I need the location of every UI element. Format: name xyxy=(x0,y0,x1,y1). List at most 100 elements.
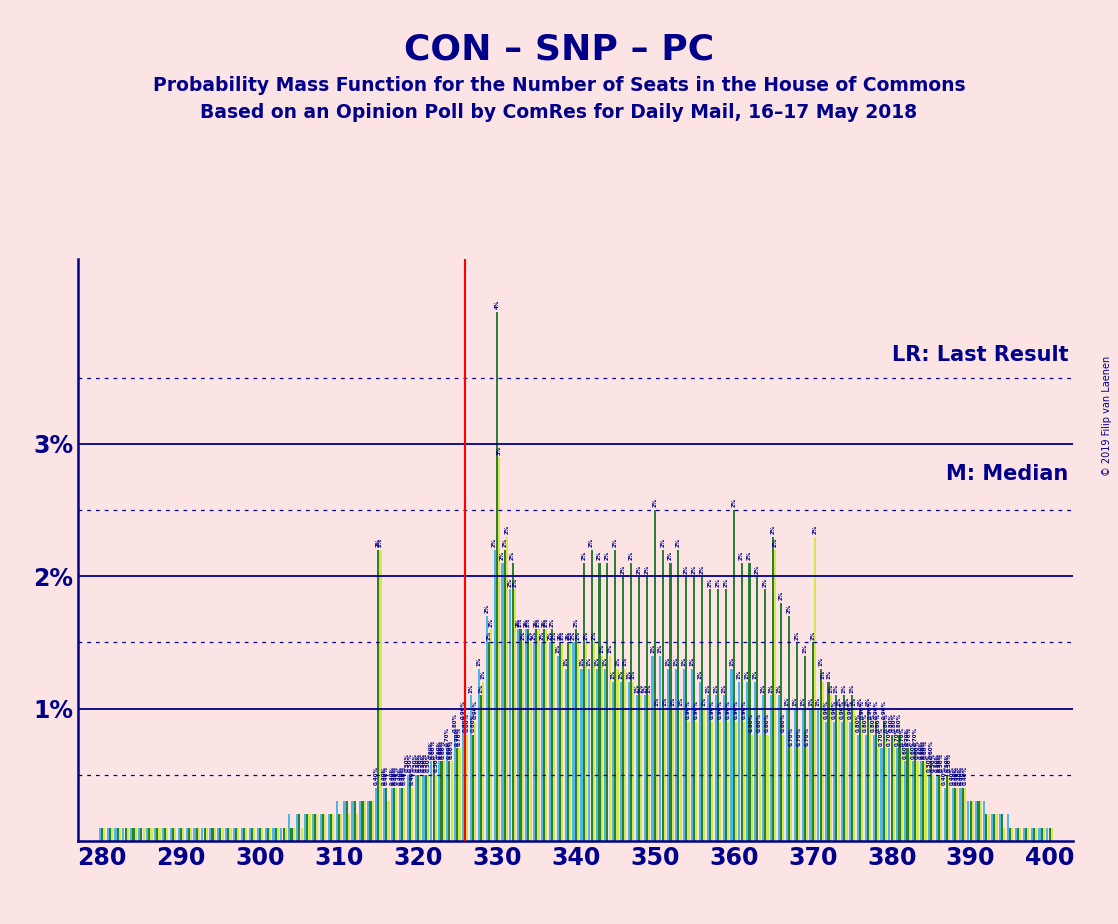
Text: 1%: 1% xyxy=(654,697,660,706)
Text: 1%: 1% xyxy=(634,684,639,693)
Bar xyxy=(925,761,927,841)
Bar xyxy=(178,828,180,841)
Bar xyxy=(106,828,108,841)
Bar xyxy=(525,629,528,841)
Bar xyxy=(245,828,247,841)
Bar xyxy=(636,695,637,841)
Text: M: Median: M: Median xyxy=(946,464,1069,483)
Text: 2%: 2% xyxy=(755,565,760,574)
Text: 0.40%: 0.40% xyxy=(373,766,379,785)
Bar xyxy=(699,682,701,841)
Text: 0.50%: 0.50% xyxy=(414,753,418,772)
Bar xyxy=(281,828,283,841)
Bar xyxy=(324,814,326,841)
Bar xyxy=(843,695,845,841)
Text: 0.40%: 0.40% xyxy=(953,766,957,785)
Bar xyxy=(505,537,508,841)
Text: 2%: 2% xyxy=(589,538,594,547)
Text: 2%: 2% xyxy=(574,617,578,626)
Text: 1%: 1% xyxy=(705,684,710,693)
Text: 1%: 1% xyxy=(479,684,483,693)
Text: 2%: 2% xyxy=(518,617,523,626)
Text: 2%: 2% xyxy=(536,617,541,626)
Bar xyxy=(543,629,546,841)
Bar xyxy=(590,550,593,841)
Text: 1%: 1% xyxy=(800,697,805,706)
Bar xyxy=(345,801,348,841)
Bar xyxy=(845,709,847,841)
Text: Based on an Opinion Poll by ComRes for Daily Mail, 16–17 May 2018: Based on an Opinion Poll by ComRes for D… xyxy=(200,103,918,123)
Bar xyxy=(134,828,136,841)
Text: 0.80%: 0.80% xyxy=(875,713,881,733)
Bar xyxy=(146,828,149,841)
Text: 2%: 2% xyxy=(515,617,521,626)
Bar xyxy=(332,814,334,841)
Bar xyxy=(180,828,182,841)
Bar xyxy=(559,642,561,841)
Bar xyxy=(551,629,553,841)
Bar xyxy=(498,457,500,841)
Text: 0.70%: 0.70% xyxy=(445,726,449,746)
Text: 1%: 1% xyxy=(468,684,473,693)
Bar xyxy=(806,748,808,841)
Text: 0.80%: 0.80% xyxy=(863,713,869,733)
Bar xyxy=(388,801,389,841)
Text: 0.90%: 0.90% xyxy=(710,700,714,719)
Bar xyxy=(991,814,993,841)
Bar xyxy=(193,828,196,841)
Bar xyxy=(874,722,877,841)
Bar xyxy=(915,748,917,841)
Text: 0.60%: 0.60% xyxy=(442,740,446,759)
Text: 2%: 2% xyxy=(811,630,815,639)
Text: 0.60%: 0.60% xyxy=(915,740,920,759)
Text: CON – SNP – PC: CON – SNP – PC xyxy=(404,32,714,67)
Bar xyxy=(495,311,498,841)
Bar xyxy=(714,695,717,841)
Bar xyxy=(312,814,314,841)
Text: 2%: 2% xyxy=(510,551,515,560)
Text: 1%: 1% xyxy=(481,670,485,679)
Bar xyxy=(259,828,260,841)
Text: 0.60%: 0.60% xyxy=(439,740,444,759)
Bar xyxy=(301,828,303,841)
Text: LR: Last Result: LR: Last Result xyxy=(892,345,1069,365)
Text: 2%: 2% xyxy=(531,630,537,639)
Bar xyxy=(767,735,768,841)
Bar xyxy=(477,669,480,841)
Bar xyxy=(940,774,942,841)
Bar xyxy=(979,801,982,841)
Bar xyxy=(624,669,626,841)
Bar xyxy=(448,761,451,841)
Bar xyxy=(538,629,540,841)
Bar xyxy=(593,642,595,841)
Bar xyxy=(719,722,721,841)
Bar xyxy=(778,695,780,841)
Bar xyxy=(235,828,237,841)
Bar xyxy=(335,801,338,841)
Bar xyxy=(1043,828,1045,841)
Text: 0.40%: 0.40% xyxy=(960,766,965,785)
Text: 1%: 1% xyxy=(657,644,663,653)
Bar xyxy=(217,828,219,841)
Bar xyxy=(407,774,409,841)
Bar xyxy=(755,682,756,841)
Bar xyxy=(417,774,419,841)
Bar xyxy=(827,682,830,841)
Text: 1%: 1% xyxy=(760,684,766,693)
Bar xyxy=(612,682,614,841)
Bar xyxy=(817,709,819,841)
Bar xyxy=(864,735,866,841)
Bar xyxy=(188,828,190,841)
Bar xyxy=(814,537,816,841)
Bar xyxy=(338,814,340,841)
Bar xyxy=(946,774,948,841)
Bar xyxy=(717,590,719,841)
Text: 2%: 2% xyxy=(558,630,562,639)
Bar xyxy=(987,814,989,841)
Bar xyxy=(616,669,618,841)
Text: 2%: 2% xyxy=(773,538,778,547)
Bar xyxy=(446,748,448,841)
Bar xyxy=(462,722,464,841)
Text: 2%: 2% xyxy=(660,538,665,547)
Bar xyxy=(762,695,764,841)
